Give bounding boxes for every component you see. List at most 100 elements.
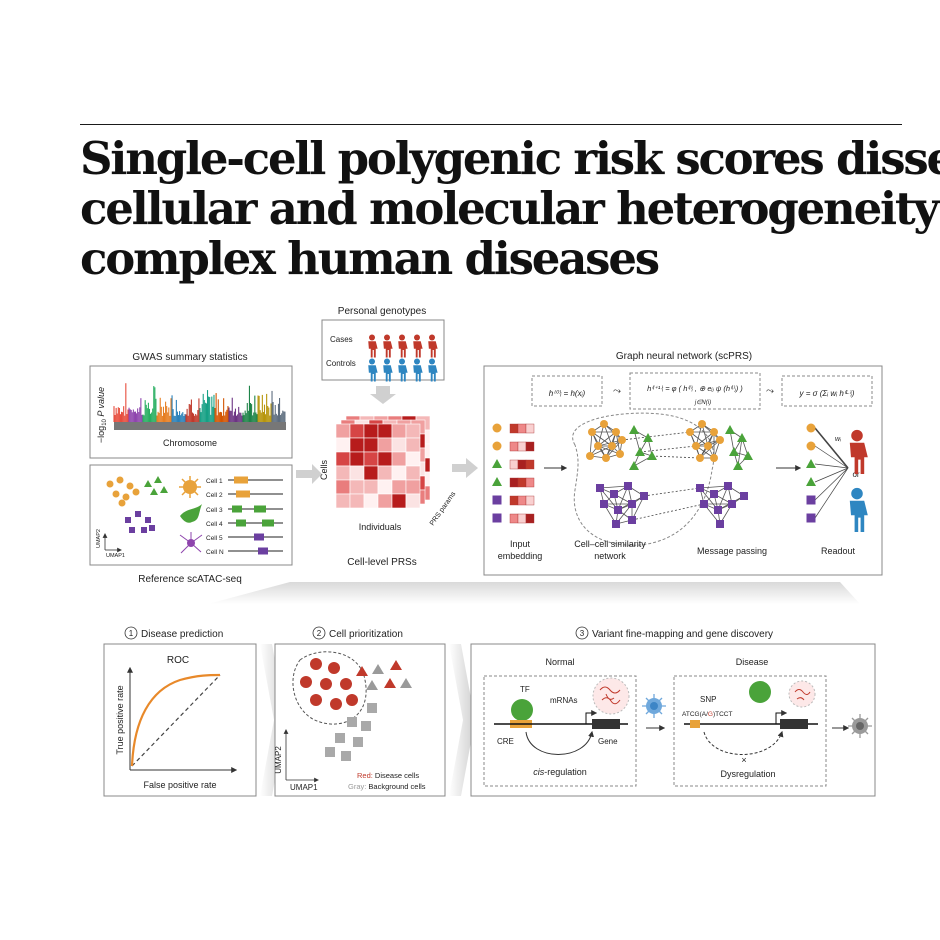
equation-box-1: [531, 375, 603, 407]
tf-unbound: [749, 681, 771, 703]
gwas-x-label: Chromosome: [163, 438, 217, 448]
cell-prioritization-title: Cell prioritization: [329, 629, 403, 640]
chevron-2: [449, 644, 475, 796]
cell-track-peak: [254, 505, 266, 513]
cre-disease: [690, 720, 700, 728]
prs-heatmap: [335, 415, 431, 509]
dysregulation-cross: ×: [741, 755, 746, 765]
readout-node: [806, 477, 816, 486]
heatmap-cell: [391, 479, 407, 495]
graph-node-orange: [608, 442, 616, 450]
readout-edge: [814, 467, 849, 483]
embed-vector-cell: [509, 459, 519, 470]
cell-similarity-graph: [586, 420, 753, 528]
disease-cell-point: [346, 694, 358, 706]
graph-node-orange: [686, 428, 694, 436]
ref-orange-cell: [112, 490, 120, 498]
background-cell-point: [353, 737, 363, 747]
graph-node-purple: [628, 500, 636, 508]
roc-diagonal: [131, 674, 221, 767]
triangle-cell-point: [366, 680, 378, 690]
heatmap-cell: [377, 465, 393, 481]
ref-purple-cell: [141, 527, 147, 533]
cell-prioritization-panel: 2 Cell prioritization UMAP2 UMAP1 Red: D…: [274, 626, 446, 797]
genotypes-down-arrow: [370, 386, 396, 404]
graph-node-orange: [600, 420, 608, 428]
dysregulation-arrow: [703, 730, 784, 755]
similarity-label: Cell–cell similarity network: [574, 539, 646, 561]
mrnas-label: mRNAs: [550, 696, 578, 705]
embed-vector-cell: [509, 513, 519, 524]
genotypes-panel: Personal genotypes Cases Controls: [321, 306, 445, 382]
graph-node-purple: [640, 492, 648, 500]
ref-purple-cell: [125, 517, 131, 523]
graph-node-purple: [610, 490, 618, 498]
readout-label: Readout: [821, 546, 856, 556]
graph-node-purple: [740, 492, 748, 500]
readout-or: or: [852, 470, 859, 479]
ref-orange-cell: [132, 488, 140, 496]
graph-edge: [589, 445, 613, 457]
embed-vector-cell: [525, 477, 535, 488]
graph-node-orange: [602, 454, 610, 462]
graph-node-green: [647, 451, 657, 460]
cell-track-peak: [232, 505, 242, 513]
graph-node-orange: [594, 442, 602, 450]
heatmap-cell: [405, 423, 421, 439]
cis-regulation-label: cis-regulation: [533, 767, 587, 777]
readout-node: [806, 459, 816, 468]
graph-node-green: [629, 461, 639, 470]
embed-vector-cell: [517, 513, 527, 524]
ref-orange-cell: [122, 493, 130, 501]
ref-purple-cell: [145, 517, 151, 523]
graph-edge: [589, 431, 593, 457]
ref-green-cell: [154, 476, 162, 483]
heatmap-cell: [349, 493, 365, 509]
cell-track-peak: [236, 490, 250, 498]
sun-cell-icon: [179, 476, 201, 498]
cre-label: CRE: [497, 737, 514, 746]
gene-label: Gene: [598, 737, 618, 746]
graph-node-orange: [692, 442, 700, 450]
heatmap-cell: [363, 423, 379, 439]
cell-track-label: Cell 2: [206, 492, 223, 499]
prio-umap2-label: UMAP2: [274, 746, 283, 774]
disease-prediction-title: Disease prediction: [141, 629, 223, 640]
heatmap-cell: [335, 465, 351, 481]
reference-umap1-label: UMAP1: [106, 553, 125, 559]
legend-red: Red: Disease cells: [357, 771, 419, 780]
tilde-1: ⤳: [613, 386, 621, 397]
zoom-fan: [208, 582, 860, 604]
heatmap-cell: [377, 437, 393, 453]
genotypes-title: Personal genotypes: [338, 306, 426, 317]
ref-green-cell: [160, 486, 168, 493]
heatmap-cell: [405, 493, 421, 509]
normal-cell-icon: [642, 694, 666, 718]
graph-node-purple: [612, 520, 620, 528]
gwas-title: GWAS summary statistics: [132, 352, 247, 363]
dysregulation-label: Dysregulation: [720, 769, 775, 779]
readout-node: [806, 441, 816, 451]
graph-node-orange: [612, 428, 620, 436]
equation-box-2: [629, 372, 761, 410]
heatmap-cell: [391, 423, 407, 439]
equation-1: h⁽⁰⁾ᵢ = h(xᵢ): [549, 389, 586, 398]
cis-arrow: [525, 730, 594, 755]
normal-label: Normal: [545, 657, 574, 667]
roc-title: ROC: [167, 655, 189, 666]
mrna-strands: [599, 686, 621, 705]
gwas-to-prs-arrow: [296, 464, 322, 484]
graph-edge: [737, 437, 743, 467]
graph-node-green: [743, 451, 753, 460]
cases-label: Cases: [330, 335, 353, 344]
headline-line-2: cellular and molecular heterogeneity of: [80, 182, 940, 235]
reference-title: Reference scATAC-seq: [138, 574, 242, 585]
graph-node-green: [729, 447, 739, 456]
equation-2-sub: j∈N(i): [694, 399, 711, 406]
triangle-cell-point: [400, 678, 412, 688]
disease-cell-point: [310, 658, 322, 670]
cell-track-label: Cell 3: [206, 507, 223, 514]
gwas-panel: GWAS summary statistics −log10 P value C…: [89, 352, 293, 459]
